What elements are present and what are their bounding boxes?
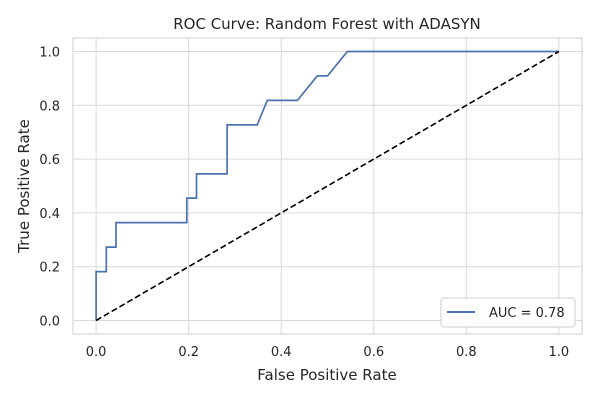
legend-label: AUC = 0.78 <box>489 306 565 321</box>
x-tick-label: 0.2 <box>178 345 199 360</box>
y-tick-label: 0.8 <box>39 99 60 114</box>
legend-box <box>440 297 576 328</box>
x-tick-label: 0.6 <box>363 345 384 360</box>
chance-diagonal-line <box>95 50 560 322</box>
y-axis-label: True Positive Rate <box>15 119 33 254</box>
roc-curve-line <box>95 50 559 321</box>
x-tick-label: 0.8 <box>456 345 477 360</box>
plot-frame <box>72 37 583 335</box>
y-tick-label: 0.0 <box>39 315 60 330</box>
x-tick-label: 1.0 <box>549 345 570 360</box>
y-tick-label: 0.4 <box>39 207 60 222</box>
x-tick-label: 0.0 <box>86 345 107 360</box>
chart-title: ROC Curve: Random Forest with ADASYN <box>173 15 481 33</box>
x-axis-label: False Positive Rate <box>257 366 396 384</box>
y-tick-label: 1.0 <box>39 45 60 60</box>
tick-labels: 0.0 0.2 0.4 0.6 0.8 1.0 0.0 0.2 0.4 0.6 0.8 1.0 <box>39 45 569 360</box>
x-tick-label: 0.4 <box>271 345 292 360</box>
y-tick-label: 0.6 <box>39 153 60 168</box>
y-tick-label: 0.2 <box>39 261 60 276</box>
legend: AUC = 0.78 <box>440 297 576 328</box>
series-lines <box>95 50 560 322</box>
